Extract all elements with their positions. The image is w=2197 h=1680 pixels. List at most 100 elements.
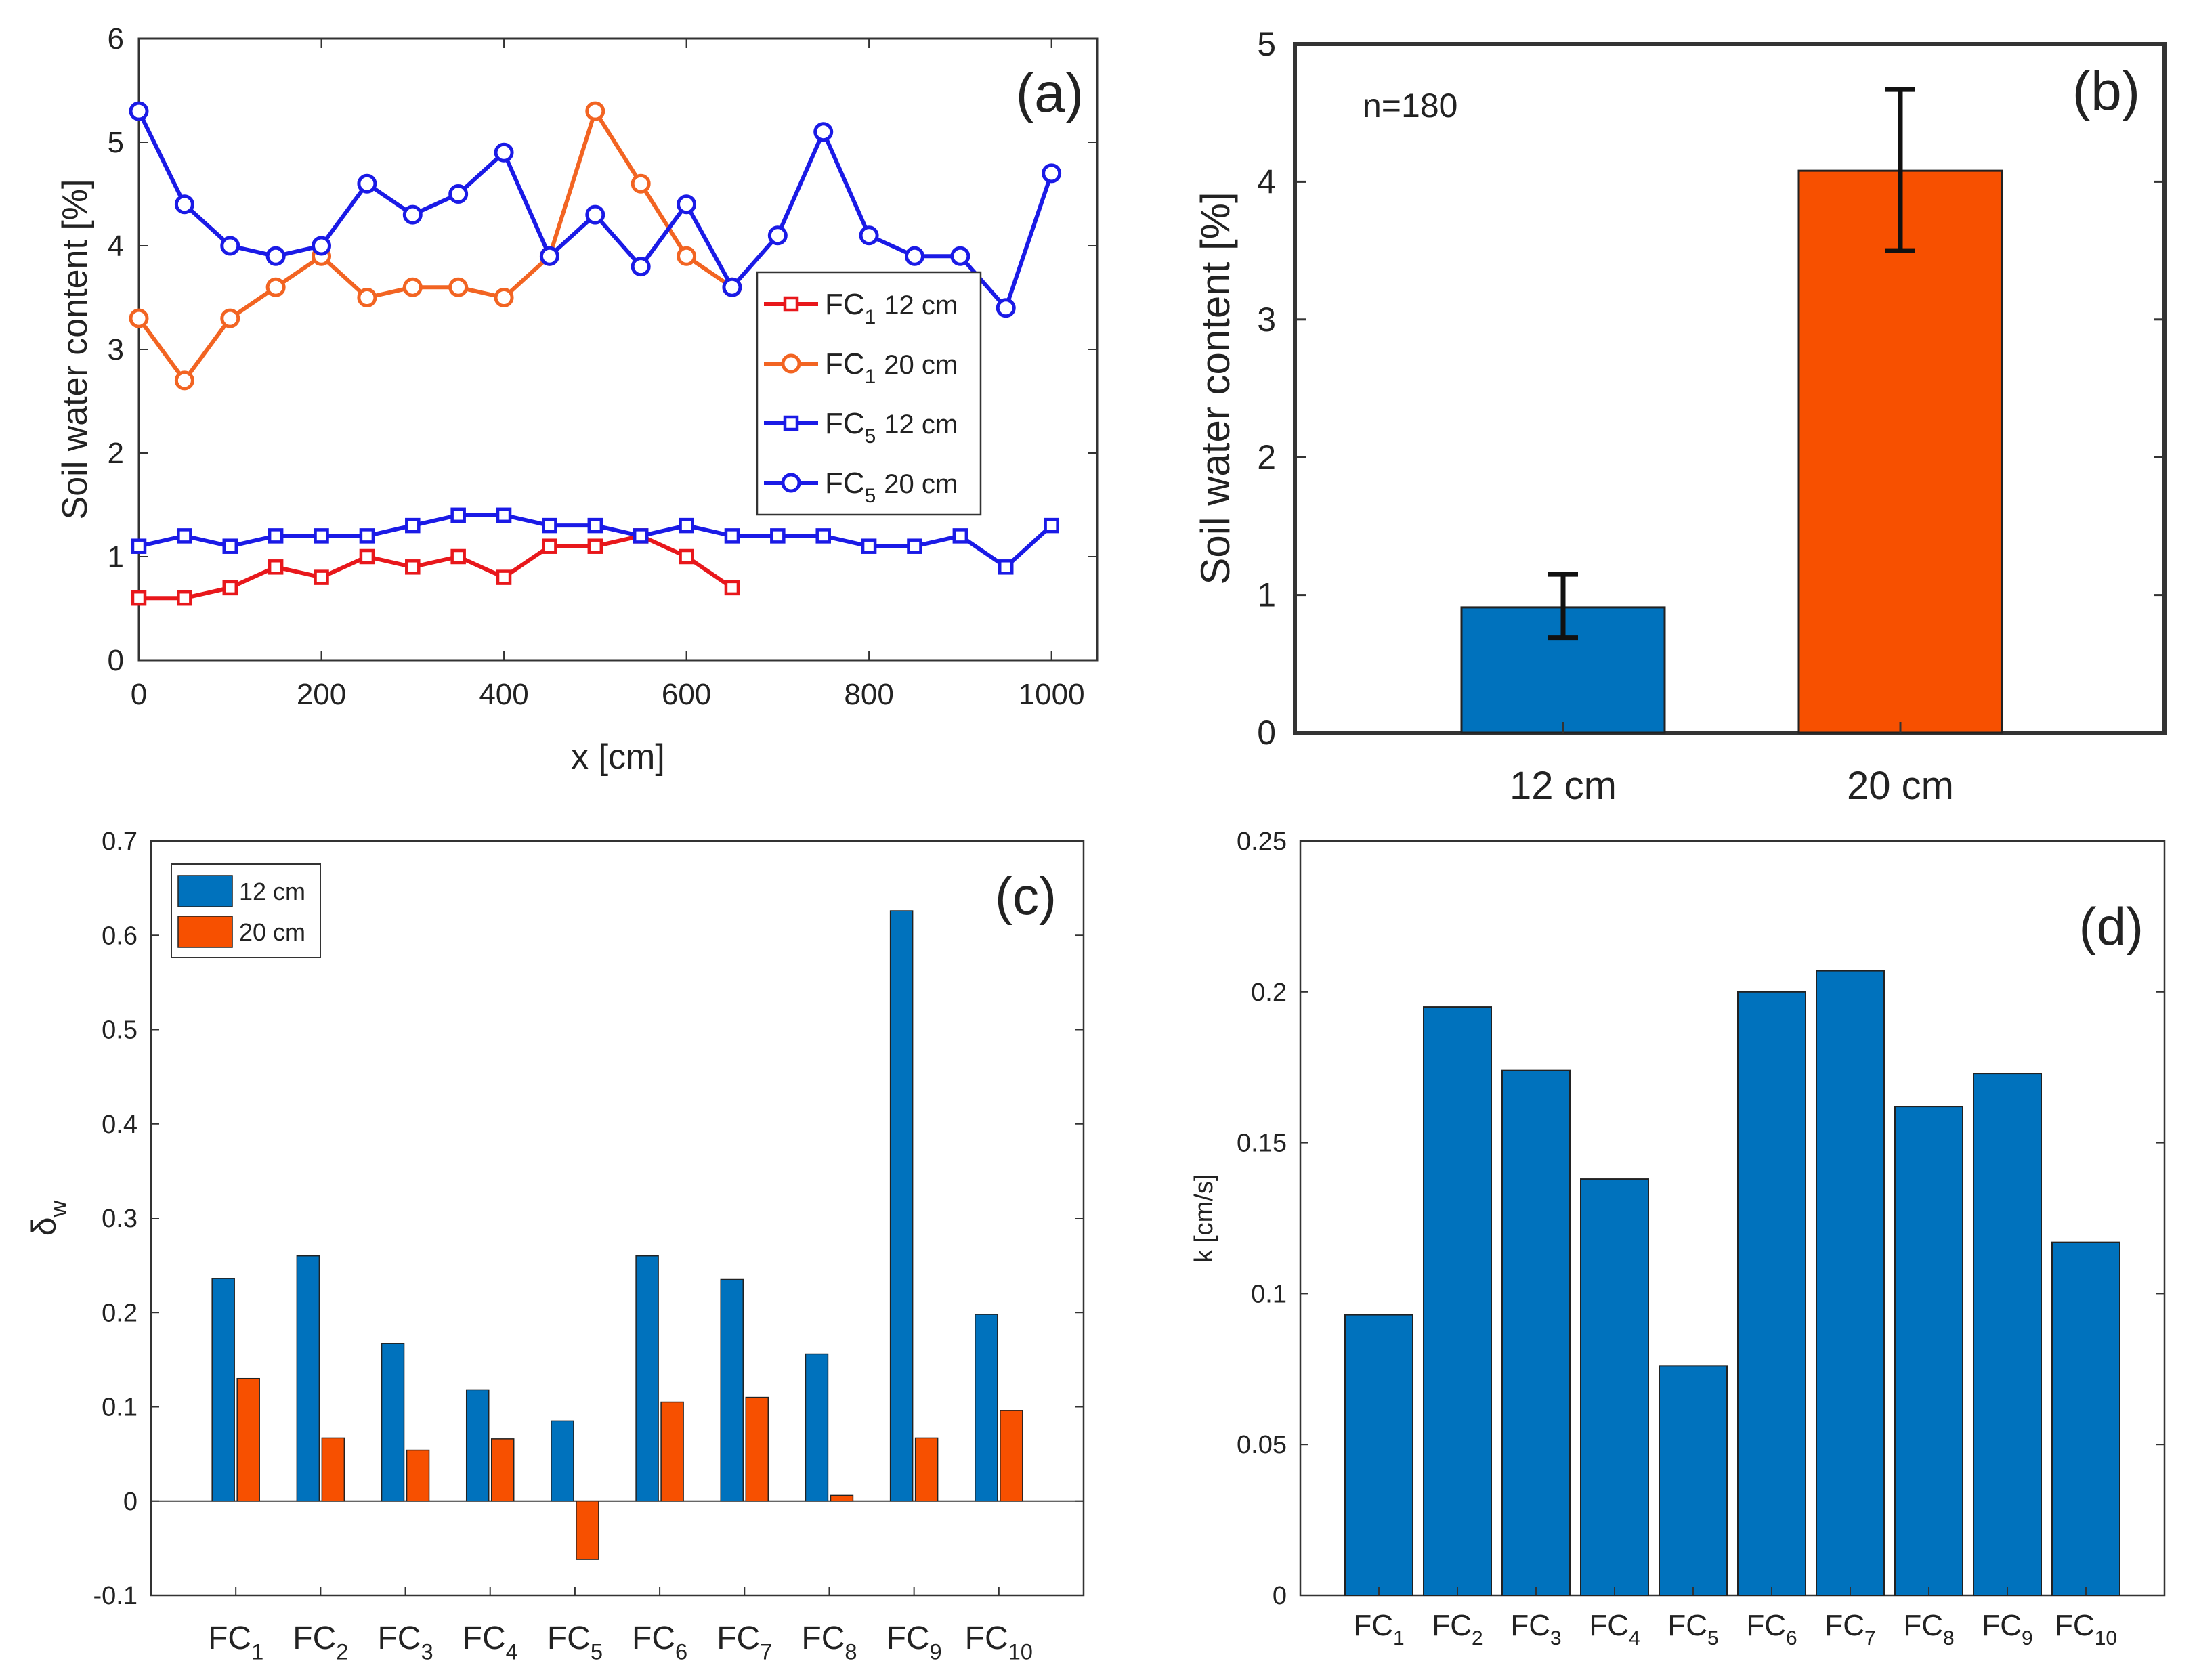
x-tick-label-main: FC — [887, 1620, 930, 1656]
data-point — [402, 277, 423, 297]
bar — [1659, 1365, 1728, 1596]
y-axis-label: Soil water content [%] — [1193, 192, 1238, 584]
x-tick-label-sub: 7 — [760, 1639, 772, 1664]
x-tick-label: 20 cm — [1847, 764, 1954, 808]
bar — [1816, 970, 1885, 1597]
x-tick-label-sub: 2 — [336, 1639, 348, 1664]
legend-marker — [783, 415, 799, 431]
y-tick-label: 0.2 — [102, 1299, 137, 1327]
x-tick-label-main: FC — [293, 1620, 336, 1656]
x-tick-label-sub: 5 — [1707, 1627, 1719, 1650]
y-tick-label: 2 — [108, 437, 124, 470]
legend-label: 12 cm — [239, 878, 305, 905]
data-point — [998, 559, 1014, 575]
data-point — [359, 528, 375, 544]
legend-label-depth: 20 cm — [884, 469, 958, 499]
x-tick-label: FC4 — [1589, 1609, 1640, 1650]
x-tick-label-sub: 7 — [1864, 1627, 1876, 1650]
y-tick-label: -0.1 — [93, 1582, 137, 1610]
x-tick-label: 0 — [131, 678, 147, 711]
x-tick-label: FC6 — [1746, 1609, 1797, 1650]
legend-label: 20 cm — [239, 918, 305, 946]
x-tick-label-sub: 1 — [1393, 1627, 1405, 1650]
data-point — [724, 580, 740, 596]
data-point — [402, 204, 423, 225]
bar — [635, 1255, 659, 1502]
bar — [211, 1278, 235, 1502]
data-point — [494, 142, 514, 163]
y-axis-label-sub: w — [46, 1200, 72, 1218]
bar — [381, 1343, 405, 1502]
x-tick-label: FC6 — [632, 1620, 687, 1664]
data-point — [996, 298, 1016, 318]
x-tick-label: 1000 — [1019, 678, 1085, 711]
y-tick-label: 4 — [108, 230, 124, 263]
bar — [660, 1401, 684, 1502]
x-tick-label-main: FC — [965, 1620, 1008, 1656]
data-point — [679, 517, 694, 534]
x-tick-label: 400 — [479, 678, 528, 711]
x-tick-label: FC4 — [463, 1620, 518, 1664]
y-axis-label: δw — [25, 1200, 72, 1236]
x-tick-label-sub: 3 — [421, 1639, 433, 1664]
x-tick-label-main: FC — [632, 1620, 675, 1656]
x-tick-label: FC7 — [1825, 1609, 1875, 1650]
data-point — [539, 246, 559, 266]
y-tick-label: 0.05 — [1237, 1431, 1287, 1459]
x-tick-label-sub: 8 — [845, 1639, 857, 1664]
x-tick-label: 12 cm — [1510, 764, 1617, 808]
x-tick-label-main: FC — [547, 1620, 591, 1656]
x-tick-label-main: FC — [1432, 1609, 1472, 1642]
legend-marker — [781, 473, 801, 493]
x-tick-label-main: FC — [1510, 1609, 1550, 1642]
legend-label-depth: 12 cm — [884, 290, 958, 320]
y-axis-label: Soil water content [%] — [56, 179, 95, 520]
bar — [1797, 169, 2003, 734]
x-tick-label-main: FC — [717, 1620, 760, 1656]
data-point — [177, 590, 192, 606]
y-tick-label: 0.15 — [1237, 1129, 1287, 1158]
data-point — [265, 246, 286, 266]
y-tick-label: 0.4 — [102, 1111, 137, 1139]
panel-b-bar-chart: 0 1 2 3 4 5 12 cm 20 cm Soil water content [%] n=… — [1193, 25, 2167, 808]
legend-label: FC1 12 cm — [825, 288, 958, 328]
data-point — [587, 517, 603, 534]
bar — [720, 1278, 744, 1502]
legend-marker — [783, 296, 799, 312]
data-point — [1044, 517, 1059, 534]
x-tick-label-main: FC — [377, 1620, 421, 1656]
bar — [889, 910, 914, 1502]
legend-label: FC1 20 cm — [825, 347, 958, 388]
x-axis-label: x [cm] — [571, 737, 665, 777]
data-point — [174, 194, 194, 215]
x-tick-label-sub: 9 — [930, 1639, 942, 1664]
data-point — [450, 507, 466, 523]
data-point — [129, 308, 149, 328]
x-tick-label-main: FC — [1746, 1609, 1786, 1642]
y-tick-label: 0 — [108, 644, 124, 677]
x-tick-label: FC1 — [1353, 1609, 1404, 1650]
legend-label-sub: 5 — [865, 485, 876, 507]
legend-label-main: FC — [825, 347, 865, 381]
y-tick-label: 2 — [1257, 438, 1276, 476]
panel-label: (c) — [995, 866, 1057, 926]
bar — [1580, 1178, 1649, 1596]
y-tick-label: 0.7 — [102, 827, 137, 856]
data-point — [677, 194, 697, 215]
data-point — [679, 548, 694, 565]
x-tick-label-main: FC — [1667, 1609, 1707, 1642]
data-point — [542, 517, 557, 534]
x-tick-label-sub: 6 — [675, 1639, 687, 1664]
data-point — [448, 277, 469, 297]
x-tick-label-sub: 4 — [1629, 1627, 1640, 1650]
data-point — [724, 528, 740, 544]
data-point — [815, 528, 831, 544]
data-point — [131, 590, 147, 606]
legend-swatch — [177, 875, 233, 907]
y-tick-label: 6 — [108, 22, 124, 56]
x-tick-label: FC10 — [965, 1620, 1033, 1664]
data-point — [222, 580, 238, 596]
data-point — [907, 538, 922, 554]
bar — [1000, 1410, 1023, 1502]
